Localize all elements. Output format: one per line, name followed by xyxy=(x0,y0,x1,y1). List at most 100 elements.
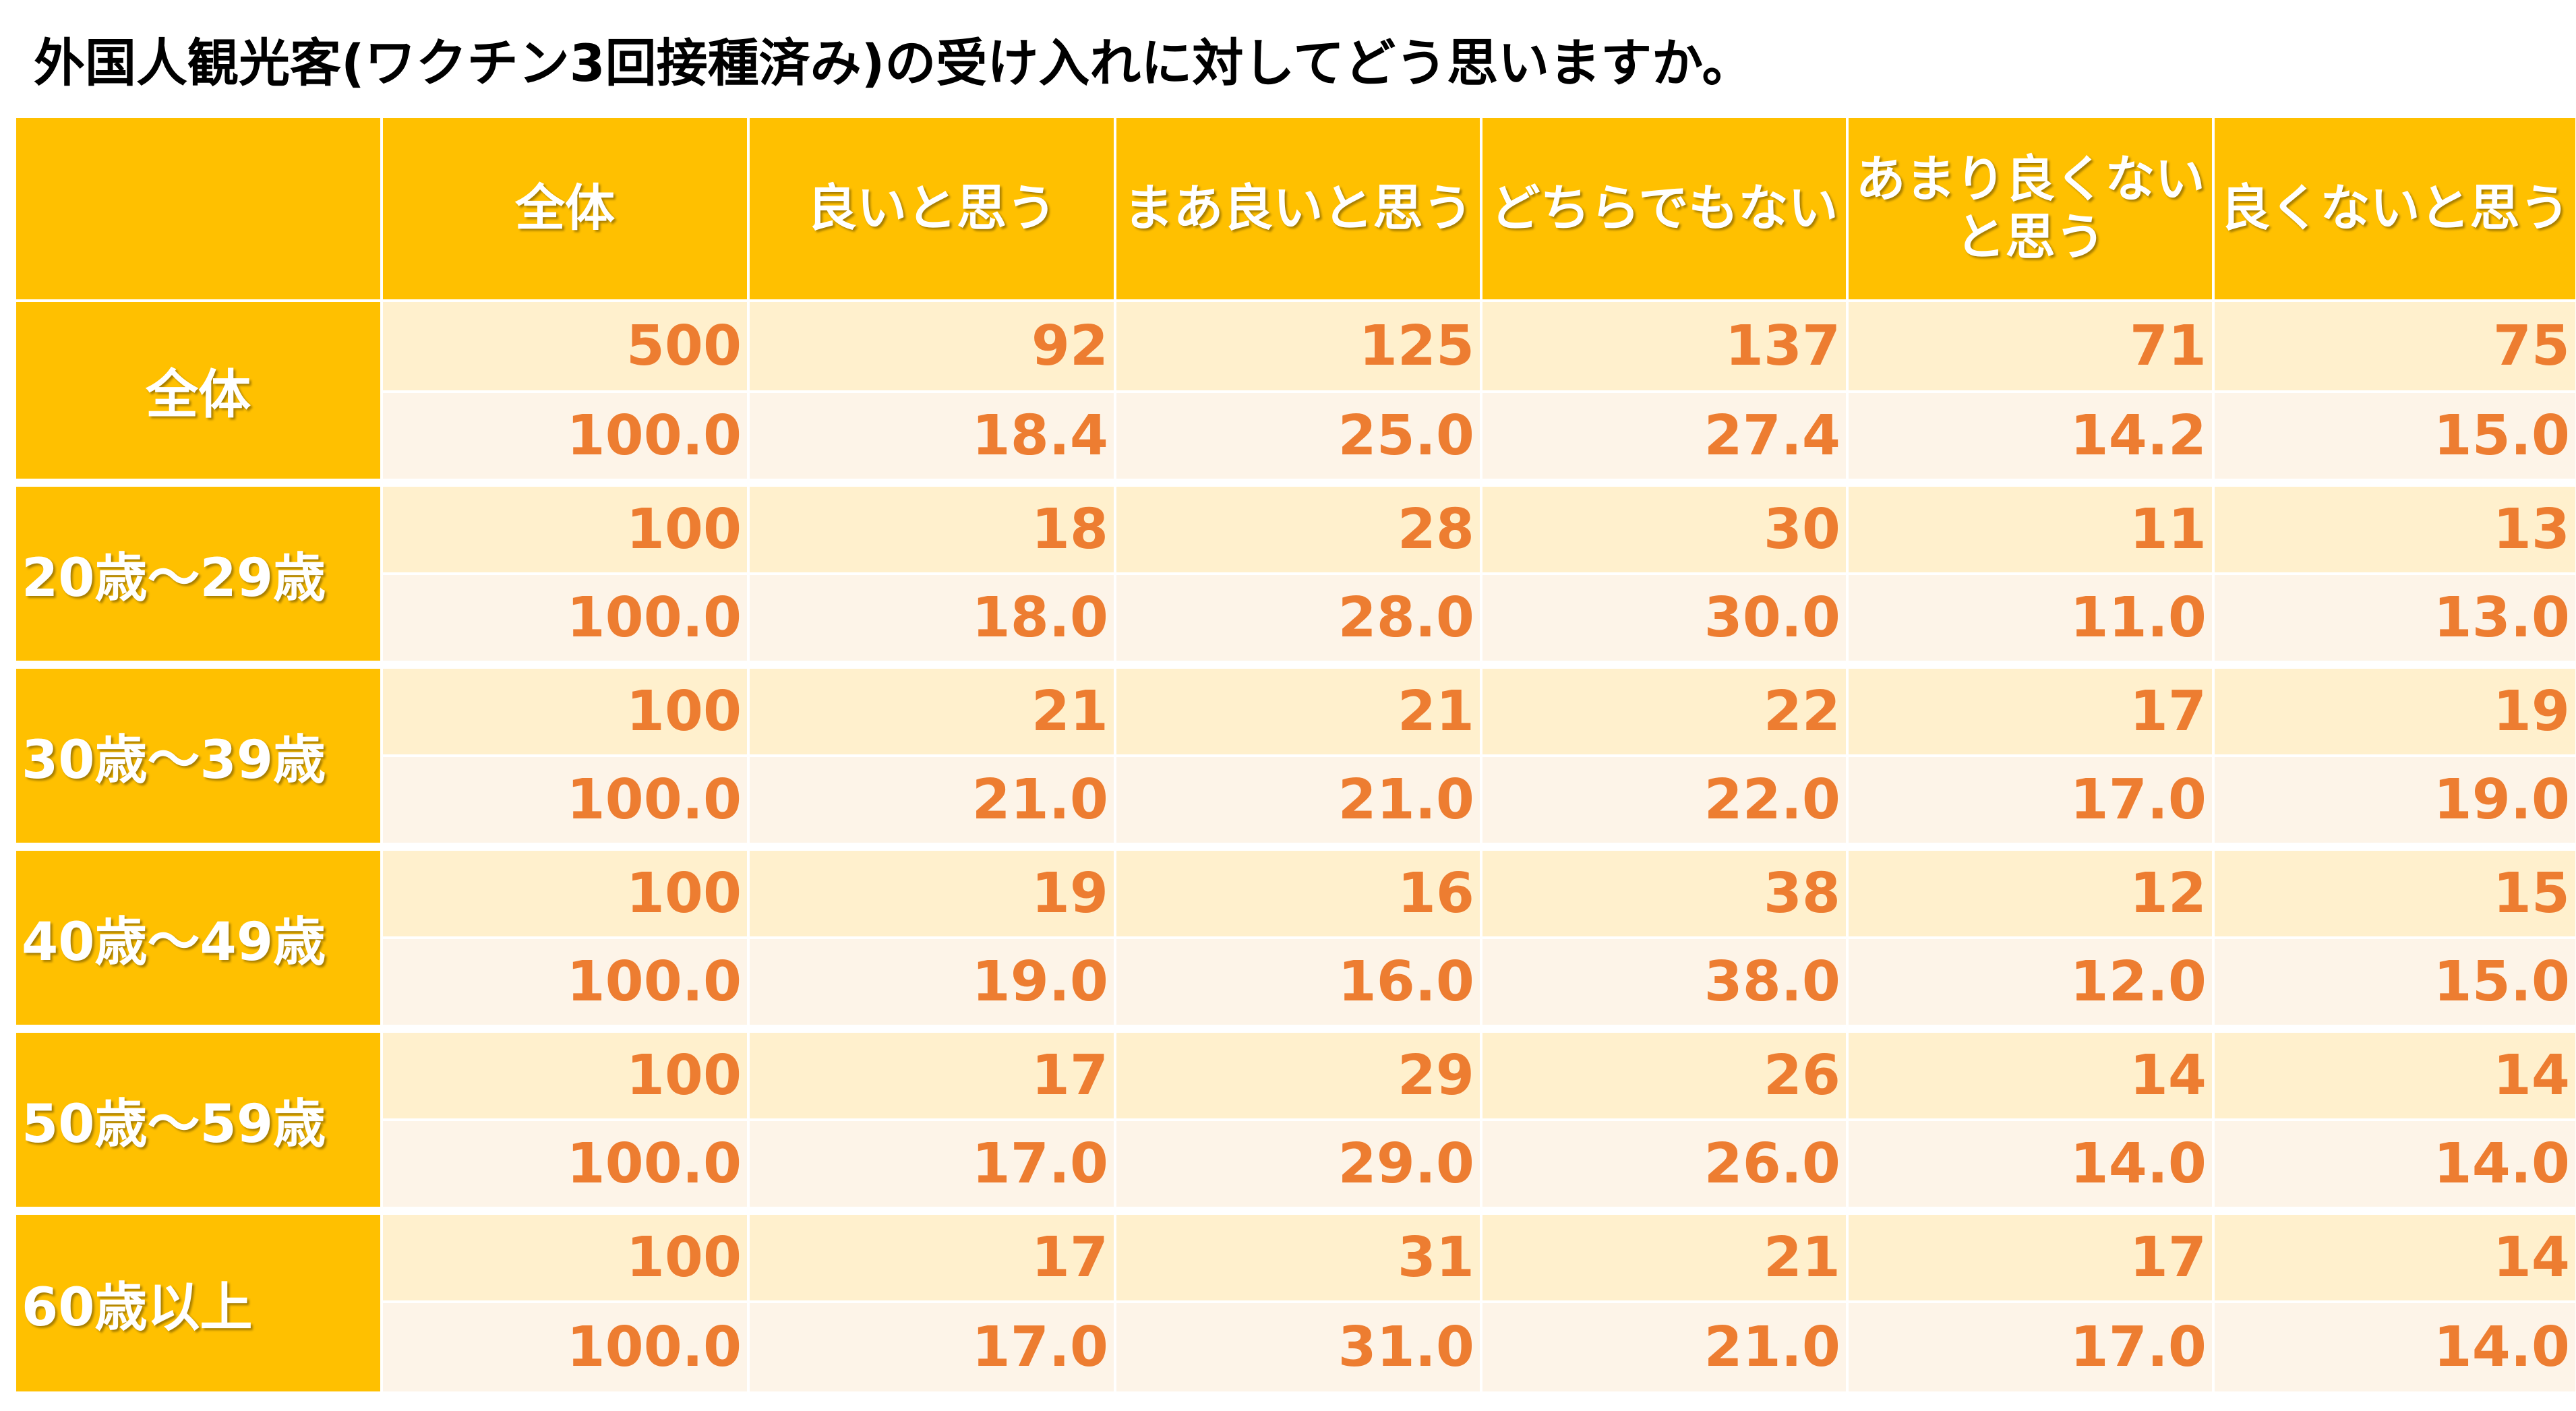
row-group-label: 全体 xyxy=(13,299,383,484)
count-cell: 31 xyxy=(1114,1207,1482,1303)
percent-cell: 17.0 xyxy=(1846,1300,2215,1394)
table-row-count: 30歳～39歳 100 21 21 22 17 19 xyxy=(13,661,2576,848)
table-row-count: 60歳以上 100 17 31 21 17 14 xyxy=(13,1207,2576,1394)
table-row-percent: 100.0 21.0 21.0 22.0 17.0 19.0 xyxy=(15,754,2576,848)
percent-cell: 14.0 xyxy=(1846,1118,2215,1212)
column-header: あまり良くない と思う xyxy=(1846,115,2215,302)
count-cell: 28 xyxy=(1114,479,1482,575)
count-cell: 100 xyxy=(380,843,750,939)
page-title: 外国人観光客(ワクチン3回接種済み)の受け入れに対してどう思いますか。 xyxy=(34,33,1754,93)
column-header: 全体 xyxy=(380,115,750,302)
count-cell: 19 xyxy=(747,843,1116,939)
header-row: 全体 良いと思う まあ良いと思う どちらでもない あまり良くない と思う 良くな… xyxy=(13,115,2576,302)
percent-cell: 31.0 xyxy=(1114,1300,1482,1394)
row-group-label: 60歳以上 xyxy=(13,1207,383,1394)
count-cell: 15 xyxy=(2212,843,2576,939)
percent-cell: 100.0 xyxy=(380,754,750,848)
table-row-count: 50歳～59歳 100 17 29 26 14 14 xyxy=(13,1025,2576,1212)
row-group-label: 50歳～59歳 xyxy=(13,1025,383,1212)
count-cell: 500 xyxy=(380,299,750,393)
table-row-percent: 100.0 18.0 28.0 30.0 11.0 13.0 xyxy=(15,572,2576,666)
percent-cell: 29.0 xyxy=(1114,1118,1482,1212)
percent-cell: 15.0 xyxy=(2212,936,2576,1030)
table-row-count: 全体 500 92 125 137 71 75 xyxy=(13,299,2576,484)
count-cell: 29 xyxy=(1114,1025,1482,1121)
row-group-label: 20歳～29歳 xyxy=(13,479,383,666)
percent-cell: 100.0 xyxy=(380,936,750,1030)
count-cell: 11 xyxy=(1846,479,2215,575)
percent-cell: 100.0 xyxy=(380,1300,750,1394)
column-header: 良くないと思う xyxy=(2212,115,2576,302)
count-cell: 13 xyxy=(2212,479,2576,575)
count-cell: 100 xyxy=(380,1025,750,1121)
percent-cell: 30.0 xyxy=(1480,572,1849,666)
count-cell: 19 xyxy=(2212,661,2576,757)
row-group-label: 40歳～49歳 xyxy=(13,843,383,1030)
column-header: どちらでもない xyxy=(1480,115,1849,302)
percent-cell: 21.0 xyxy=(1480,1300,1849,1394)
percent-cell: 12.0 xyxy=(1846,936,2215,1030)
table-row-percent: 100.0 17.0 29.0 26.0 14.0 14.0 xyxy=(15,1118,2576,1212)
percent-cell: 11.0 xyxy=(1846,572,2215,666)
count-cell: 21 xyxy=(1480,1207,1849,1303)
count-cell: 21 xyxy=(1114,661,1482,757)
percent-cell: 17.0 xyxy=(747,1300,1116,1394)
percent-cell: 17.0 xyxy=(747,1118,1116,1212)
percent-cell: 19.0 xyxy=(747,936,1116,1030)
table-row-count: 40歳～49歳 100 19 16 38 12 15 xyxy=(13,843,2576,1030)
results-table: 全体 良いと思う まあ良いと思う どちらでもない あまり良くない と思う 良くな… xyxy=(13,115,2576,1394)
percent-cell: 38.0 xyxy=(1480,936,1849,1030)
count-cell: 38 xyxy=(1480,843,1849,939)
header-corner xyxy=(13,115,383,302)
percent-cell: 18.0 xyxy=(747,572,1116,666)
count-cell: 26 xyxy=(1480,1025,1849,1121)
table-row-percent: 100.0 17.0 31.0 21.0 17.0 14.0 xyxy=(15,1300,2576,1394)
count-cell: 125 xyxy=(1114,299,1482,393)
percent-cell: 100.0 xyxy=(380,572,750,666)
percent-cell: 28.0 xyxy=(1114,572,1482,666)
table-body: 全体 500 92 125 137 71 75 100.0 18.4 25.0 27.4 14.2 15… xyxy=(13,299,2576,1394)
table-row-count: 20歳～29歳 100 18 28 30 11 13 xyxy=(13,479,2576,666)
percent-cell: 27.4 xyxy=(1480,390,1849,484)
percent-cell: 21.0 xyxy=(747,754,1116,848)
table-row-percent: 100.0 19.0 16.0 38.0 12.0 15.0 xyxy=(15,936,2576,1030)
percent-cell: 14.0 xyxy=(2212,1300,2576,1394)
count-cell: 14 xyxy=(2212,1207,2576,1303)
count-cell: 100 xyxy=(380,479,750,575)
percent-cell: 100.0 xyxy=(380,1118,750,1212)
row-group-label: 30歳～39歳 xyxy=(13,661,383,848)
count-cell: 100 xyxy=(380,1207,750,1303)
results-table-container: 全体 良いと思う まあ良いと思う どちらでもない あまり良くない と思う 良くな… xyxy=(13,115,2576,1394)
count-cell: 17 xyxy=(1846,1207,2215,1303)
count-cell: 71 xyxy=(1846,299,2215,393)
count-cell: 14 xyxy=(1846,1025,2215,1121)
percent-cell: 15.0 xyxy=(2212,390,2576,484)
count-cell: 21 xyxy=(747,661,1116,757)
count-cell: 100 xyxy=(380,661,750,757)
count-cell: 18 xyxy=(747,479,1116,575)
percent-cell: 26.0 xyxy=(1480,1118,1849,1212)
percent-cell: 21.0 xyxy=(1114,754,1482,848)
count-cell: 92 xyxy=(747,299,1116,393)
count-cell: 14 xyxy=(2212,1025,2576,1121)
column-header: まあ良いと思う xyxy=(1114,115,1482,302)
percent-cell: 18.4 xyxy=(747,390,1116,484)
percent-cell: 13.0 xyxy=(2212,572,2576,666)
percent-cell: 19.0 xyxy=(2212,754,2576,848)
count-cell: 22 xyxy=(1480,661,1849,757)
column-header: 良いと思う xyxy=(747,115,1116,302)
count-cell: 12 xyxy=(1846,843,2215,939)
count-cell: 75 xyxy=(2212,299,2576,393)
count-cell: 137 xyxy=(1480,299,1849,393)
percent-cell: 25.0 xyxy=(1114,390,1482,484)
percent-cell: 100.0 xyxy=(380,390,750,484)
percent-cell: 17.0 xyxy=(1846,754,2215,848)
count-cell: 30 xyxy=(1480,479,1849,575)
percent-cell: 14.0 xyxy=(2212,1118,2576,1212)
count-cell: 16 xyxy=(1114,843,1482,939)
percent-cell: 22.0 xyxy=(1480,754,1849,848)
count-cell: 17 xyxy=(747,1025,1116,1121)
count-cell: 17 xyxy=(747,1207,1116,1303)
percent-cell: 14.2 xyxy=(1846,390,2215,484)
table-row-percent: 100.0 18.4 25.0 27.4 14.2 15.0 xyxy=(15,390,2576,484)
